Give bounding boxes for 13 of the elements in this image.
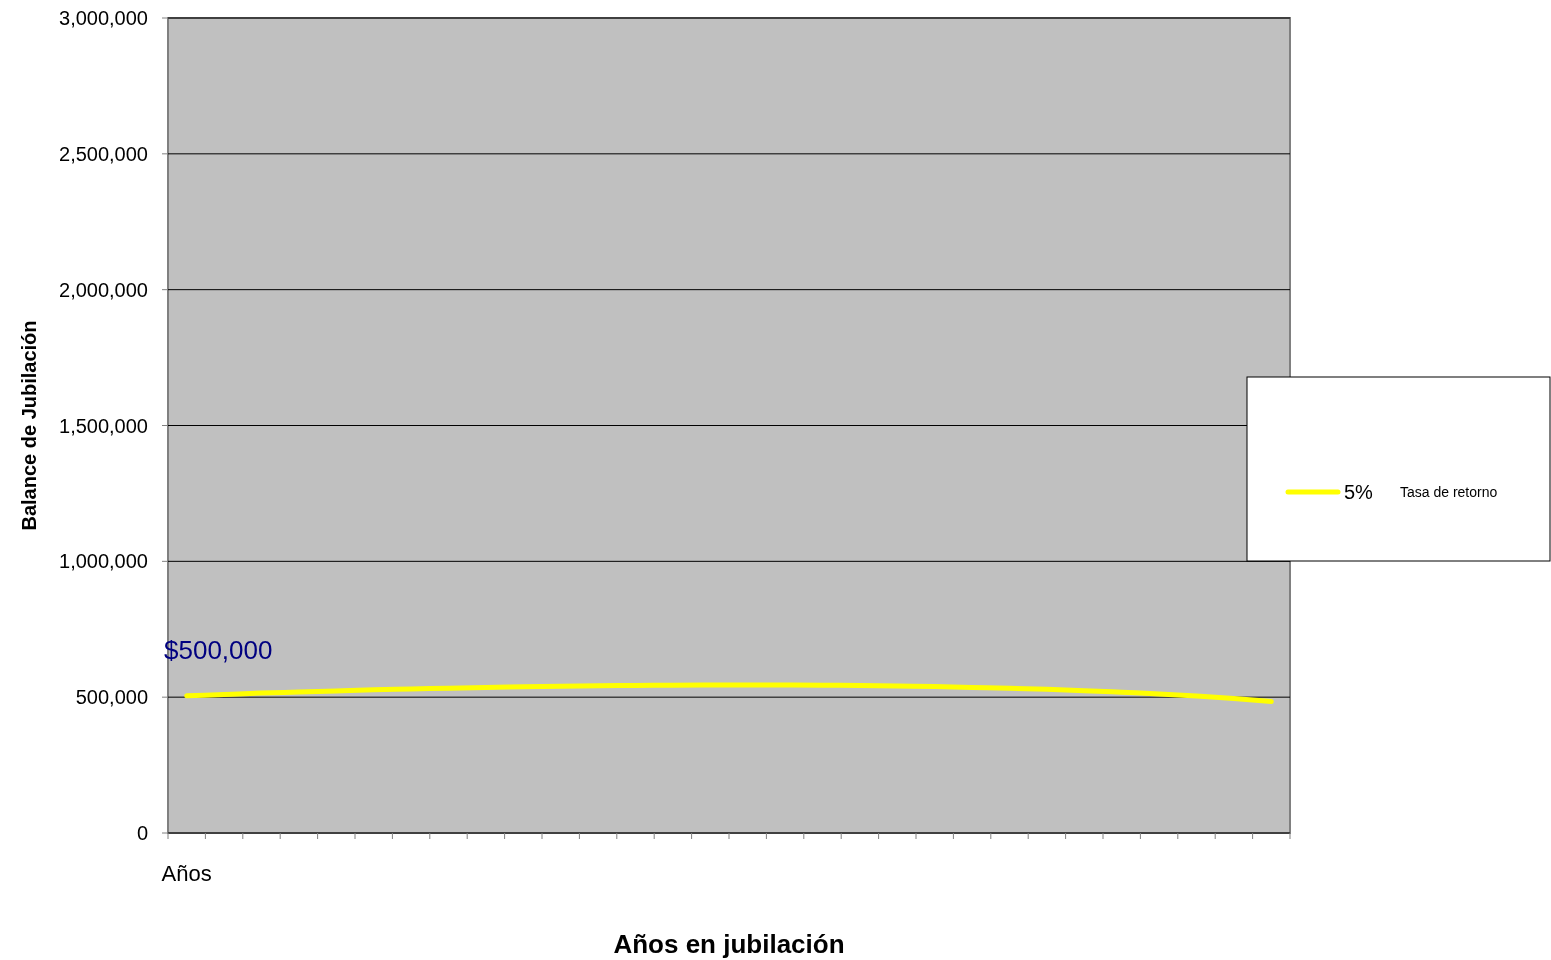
y-tick-label: 0 bbox=[136, 822, 148, 844]
y-tick-label: 1,000,000 bbox=[59, 550, 148, 573]
y-tick-label: 500,000 bbox=[75, 686, 148, 709]
x-axis-title: Años en jubilación bbox=[613, 929, 845, 959]
y-axis-title: Balance de Jubilación bbox=[18, 320, 40, 531]
y-tick-label: 2,500,000 bbox=[59, 142, 148, 165]
x-tick-label: Años bbox=[161, 861, 212, 886]
y-tick-label: 1,500,000 bbox=[59, 414, 148, 437]
y-tick-label: 2,000,000 bbox=[59, 278, 148, 301]
legend-label: 5% bbox=[1344, 481, 1374, 503]
legend-title: Tasa de retorno bbox=[1400, 483, 1498, 500]
y-tick-label: 3,000,000 bbox=[59, 7, 148, 29]
annotation: $500,000 bbox=[164, 635, 273, 666]
